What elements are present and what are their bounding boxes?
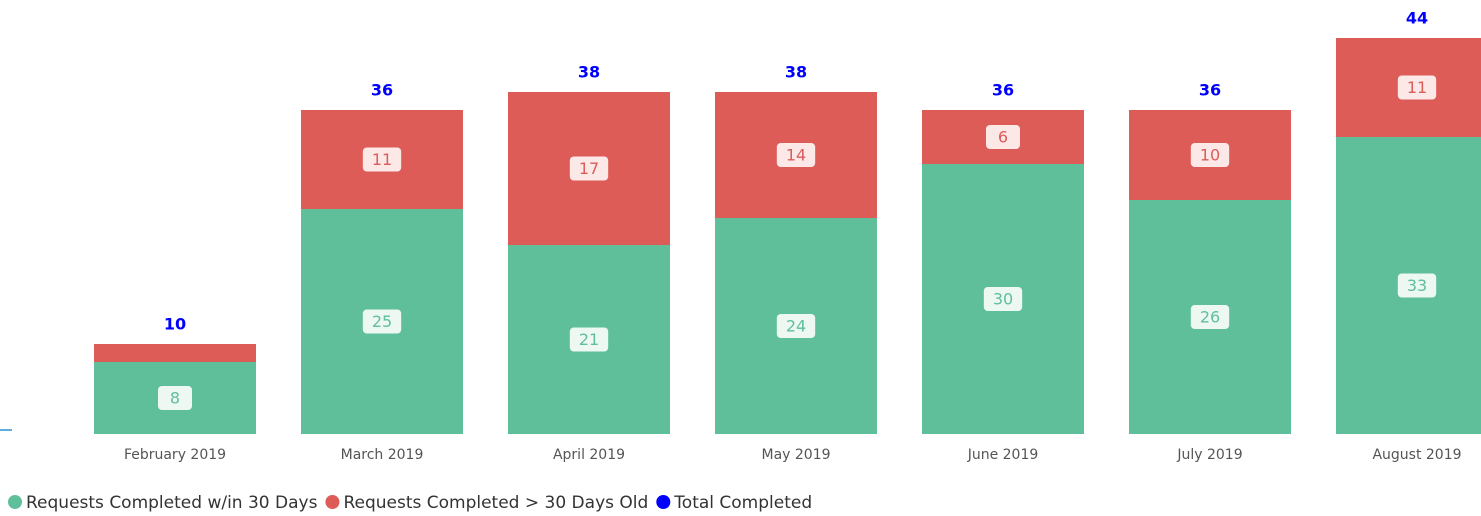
data-label-bg (362, 309, 402, 334)
x-tick-label: February 2019 (124, 447, 226, 463)
legend-marker (656, 495, 671, 509)
data-label: 30 (993, 290, 1013, 309)
data-label: 11 (1407, 78, 1427, 97)
x-tick-label: April 2019 (553, 447, 625, 463)
data-label-bg (776, 143, 816, 167)
bar-segment (94, 344, 256, 362)
total-label: 44 (1406, 9, 1428, 28)
data-label-bg (1397, 75, 1437, 100)
total-label: 10 (164, 315, 186, 334)
data-label-bg (569, 327, 609, 352)
data-label-bg (1397, 273, 1437, 298)
legend-marker (325, 495, 340, 509)
legend-label: Requests Completed w/in 30 Days (26, 493, 318, 513)
data-label-bg (362, 147, 402, 172)
data-label: 21 (579, 330, 599, 349)
x-tick-label: May 2019 (761, 447, 830, 463)
x-tick-label: July 2019 (1176, 447, 1242, 463)
total-label: 38 (578, 63, 600, 82)
x-tick-label: June 2019 (967, 447, 1039, 463)
data-label-bg (986, 125, 1020, 149)
data-label: 25 (372, 312, 392, 331)
data-label-bg (983, 287, 1023, 311)
data-label: 26 (1200, 308, 1220, 327)
data-label-bg (1190, 143, 1230, 167)
data-label: 24 (786, 317, 806, 336)
total-label: 36 (371, 81, 393, 100)
total-label: 36 (1199, 81, 1221, 100)
data-label: 11 (372, 150, 392, 169)
data-label-bg (776, 314, 816, 338)
data-label-bg (158, 386, 192, 410)
data-label-bg (1190, 305, 1230, 329)
data-label: 17 (579, 159, 599, 178)
data-label-bg (569, 156, 609, 181)
legend-label: Requests Completed > 30 Days Old (343, 493, 648, 513)
total-label: 36 (992, 81, 1014, 100)
total-label: 38 (785, 63, 807, 82)
data-label: 6 (998, 128, 1008, 147)
data-label: 14 (786, 146, 806, 165)
data-label: 10 (1200, 146, 1220, 165)
legend-marker (8, 495, 22, 509)
x-tick-label: March 2019 (341, 447, 424, 463)
data-label: 33 (1407, 276, 1427, 295)
data-label: 8 (170, 389, 180, 408)
x-tick-label: August 2019 (1372, 447, 1461, 463)
legend-label: Total Completed (673, 493, 812, 513)
